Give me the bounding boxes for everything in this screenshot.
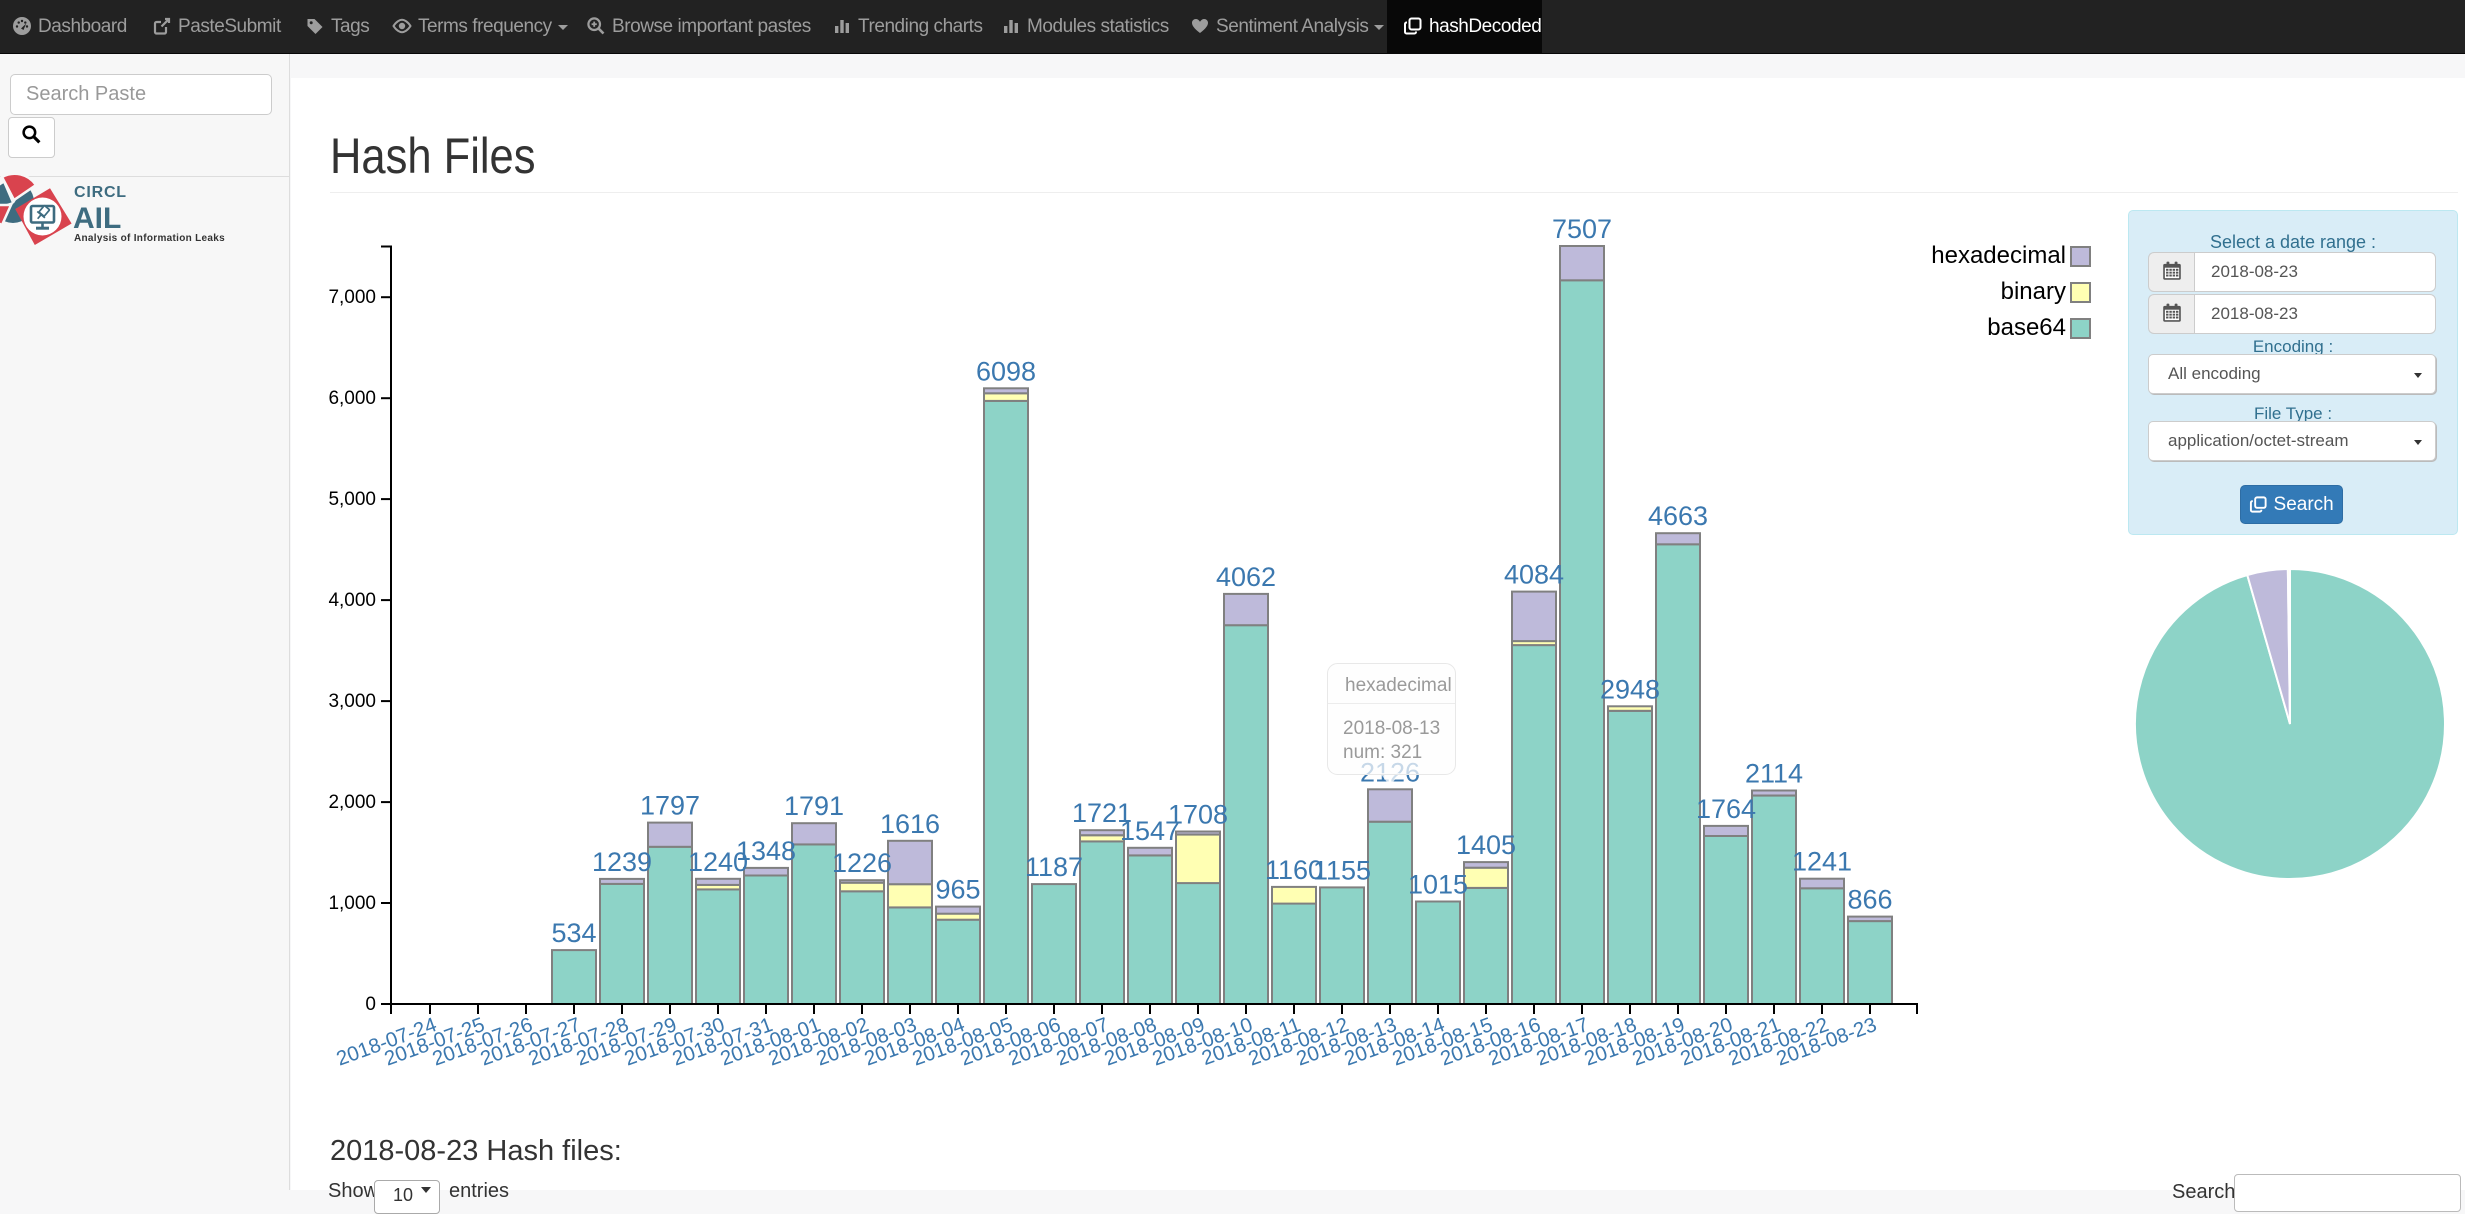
svg-text:CIRCL: CIRCL — [74, 184, 127, 201]
svg-text:AIL: AIL — [73, 202, 121, 235]
svg-text:Analysis of Information Leaks: Analysis of Information Leaks — [74, 233, 225, 244]
